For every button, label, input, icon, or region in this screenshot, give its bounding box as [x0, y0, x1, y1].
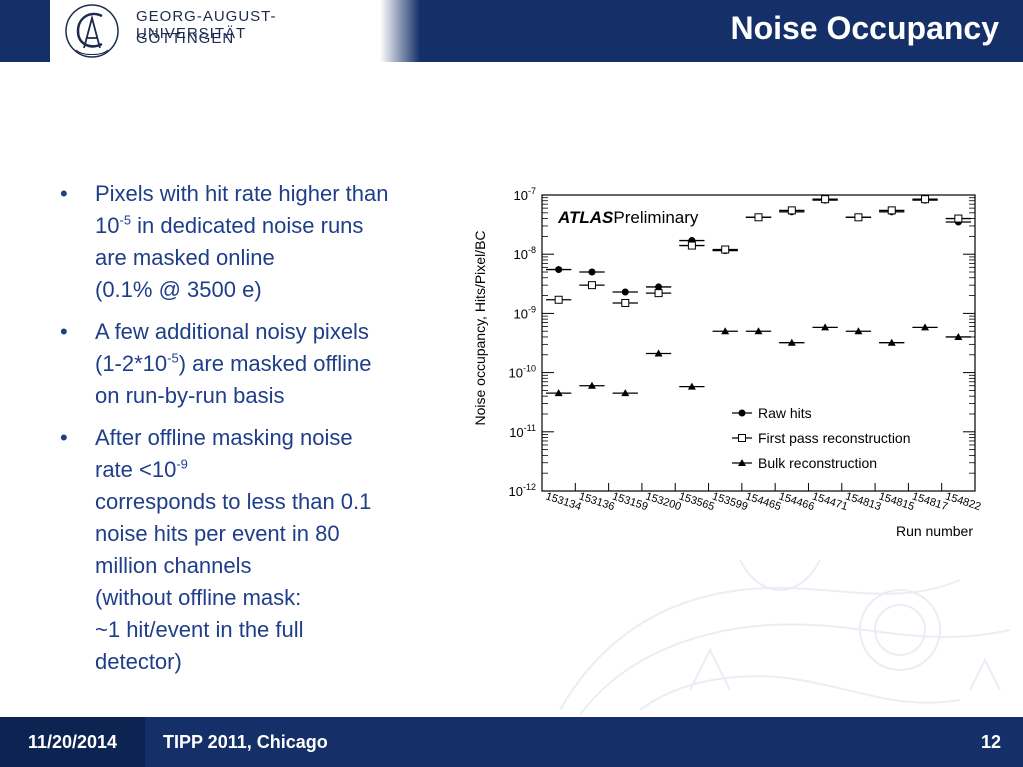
bullet-item: • Pixels with hit rate higher than 10-5 in…	[60, 178, 450, 306]
x-tick-label: 153565	[677, 490, 716, 513]
bullet-line: (without offline mask:	[95, 585, 302, 610]
x-tick-label: 153134	[544, 490, 583, 513]
bullet-line: on run-by-run basis	[95, 383, 285, 408]
header-bar: GEORG-AUGUST-UNIVERSITÄT GÖTTINGEN Noise…	[0, 0, 1023, 62]
y-tick-label: 10-8	[514, 245, 536, 262]
bullet-line: detector)	[95, 649, 182, 674]
x-tick-label: 153136	[577, 490, 616, 513]
data-point	[921, 323, 930, 331]
y-tick-label: 10-9	[514, 304, 536, 321]
footer-date: 11/20/2014	[0, 717, 145, 767]
slide-title: Noise Occupancy	[730, 10, 999, 46]
bullet-line: A few additional noisy pixels	[95, 319, 369, 344]
bullet-dot: •	[60, 181, 68, 206]
legend-marker	[738, 409, 746, 417]
university-logo: GEORG-AUGUST-UNIVERSITÄT GÖTTINGEN	[50, 0, 380, 62]
y-tick-label: 10-10	[509, 364, 536, 381]
data-point	[921, 195, 930, 204]
bullet-dot: •	[60, 425, 68, 450]
bullet-line: noise hits per event in 80	[95, 521, 340, 546]
bullet-line: million channels	[95, 553, 252, 578]
series-first-pass-reconstruction	[546, 195, 971, 307]
university-name-line2: GÖTTINGEN	[136, 30, 235, 47]
legend-label: Bulk reconstruction	[758, 455, 877, 471]
legend-label: Raw hits	[758, 405, 812, 421]
data-point	[554, 295, 563, 304]
bullet-line: Pixels with hit rate higher than	[95, 181, 389, 206]
university-name-line1: GEORG-AUGUST-UNIVERSITÄT	[136, 8, 277, 42]
data-point	[787, 206, 796, 215]
data-point	[555, 266, 563, 274]
data-point	[754, 327, 763, 335]
y-axis-label: Noise occupancy, Hits/Pixel/BC	[472, 230, 488, 425]
data-point	[854, 327, 863, 335]
data-point	[588, 268, 596, 276]
bullet-item: • After offline masking noise rate <10-9 co…	[60, 422, 450, 678]
bullet-line: (0.1% @ 3500 e)	[95, 277, 262, 302]
university-emblem-icon	[65, 4, 119, 58]
data-point	[654, 289, 663, 298]
bullet-line: 10-5 in dedicated noise runs	[95, 212, 364, 238]
data-point	[621, 389, 630, 397]
legend-marker	[738, 459, 746, 466]
x-tick-label: 154822	[944, 490, 983, 513]
bullet-line: (1-2*10-5) are masked offline	[95, 350, 372, 376]
legend-label: First pass reconstruction	[758, 430, 911, 446]
data-point	[854, 213, 863, 222]
data-point	[554, 389, 563, 397]
x-tick-label: 154465	[744, 490, 783, 513]
data-point	[721, 327, 730, 335]
x-tick-label: 153599	[711, 490, 750, 513]
footer-bar: 11/20/2014 TIPP 2011, Chicago 12	[0, 717, 1023, 767]
chart-svg: 10-1210-1110-1010-910-810-71531341531361…	[472, 186, 983, 539]
data-point	[821, 195, 830, 204]
x-tick-label: 154471	[811, 490, 850, 513]
data-point	[954, 332, 963, 340]
y-tick-label: 10-12	[509, 482, 536, 499]
bullet-item: • A few additional noisy pixels (1-2*10-5)…	[60, 316, 450, 412]
footer-conference: TIPP 2011, Chicago	[163, 732, 328, 752]
x-axis-label: Run number	[896, 523, 973, 539]
bullet-list: • Pixels with hit rate higher than 10-5 in…	[60, 178, 450, 688]
legend-marker	[738, 434, 746, 442]
noise-occupancy-chart: 10-12 10-11 10-10 10-9 10-8 10-7 153134 153136 1…	[460, 178, 1010, 548]
data-point	[954, 214, 963, 223]
data-point	[654, 349, 663, 357]
page-number: 12	[980, 732, 1001, 752]
university-seal-watermark-icon	[559, 559, 1011, 716]
data-point	[721, 245, 730, 254]
bullet-line: are masked online	[95, 245, 275, 270]
data-point	[587, 381, 596, 389]
y-tick-label: 10-7	[514, 186, 536, 203]
x-tick-label: 154817	[910, 490, 949, 513]
data-point	[621, 288, 629, 296]
data-point	[821, 323, 830, 331]
data-point	[754, 213, 763, 222]
x-tick-label: 153200	[644, 490, 683, 513]
atlas-label: ATLASPreliminary	[557, 208, 699, 227]
logo-fade	[380, 0, 420, 62]
x-tick-label: 154466	[777, 490, 816, 513]
series-bulk-reconstruction	[546, 323, 971, 397]
x-tick-label: 153159	[611, 490, 650, 513]
data-point	[621, 298, 630, 307]
data-point	[787, 338, 796, 346]
bullet-dot: •	[60, 319, 68, 344]
x-tick-label: 154813	[844, 490, 883, 513]
plot-frame	[541, 194, 976, 492]
data-point	[887, 206, 896, 215]
data-point	[887, 338, 896, 346]
bullet-line: After offline masking noise	[95, 425, 353, 450]
bullet-line: ~1 hit/event in the full	[95, 617, 304, 642]
bullet-line: corresponds to less than 0.1	[95, 489, 372, 514]
data-point	[655, 283, 663, 291]
x-tick-label: 154815	[877, 490, 916, 513]
data-point	[687, 241, 696, 250]
y-tick-label: 10-11	[509, 423, 536, 440]
data-point	[587, 281, 596, 290]
bullet-line: rate <10-9	[95, 456, 188, 482]
data-point	[687, 382, 696, 390]
